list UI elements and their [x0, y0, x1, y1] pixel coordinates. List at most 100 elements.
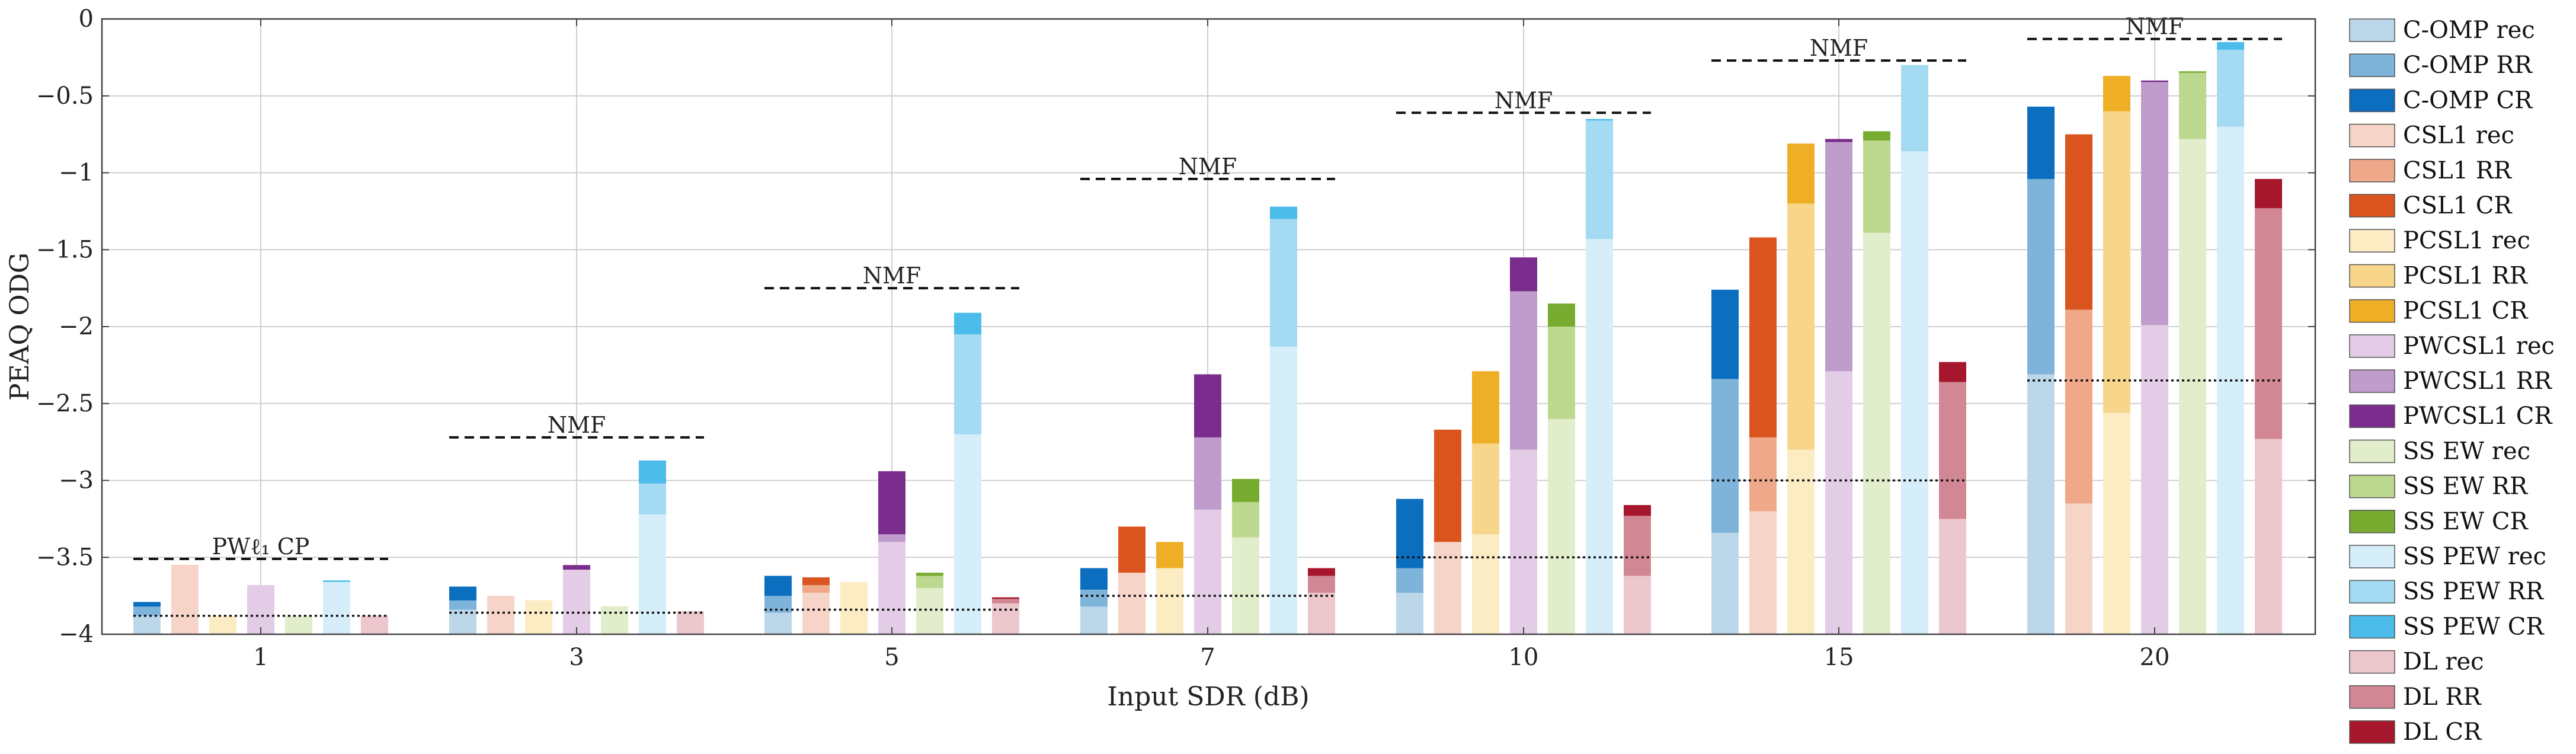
- reference-line-label: NMF: [1179, 154, 1237, 180]
- legend-swatch: [2349, 123, 2395, 148]
- legend-label: C-OMP rec: [2403, 17, 2535, 44]
- bar-pwcsl1-rec: [563, 570, 590, 634]
- y-tick-label: −0.5: [36, 82, 94, 110]
- bar-pwcsl1-rec: [247, 584, 274, 634]
- bar-pcsl1-rec: [1472, 534, 1499, 634]
- legend-label: CSL1 RR: [2403, 157, 2513, 184]
- bar-dl-rec: [1308, 592, 1335, 634]
- bar-pcsl1-rec: [1787, 449, 1815, 634]
- bar-dl-rec: [2255, 439, 2282, 634]
- bar-pwcsl1-rec: [1510, 449, 1537, 634]
- x-axis-label: Input SDR (dB): [1107, 682, 1309, 712]
- bar-ss-pew-rec: [323, 582, 350, 634]
- bar-dl-rec: [361, 615, 388, 634]
- reference-lines: PWℓ₁ CP NMF NMF NMF NMF NMF NMF: [133, 14, 2282, 617]
- bar-c-omp-rec: [2027, 374, 2055, 634]
- bar-csl1-rec: [487, 596, 514, 634]
- bar-ss-pew-rec: [954, 434, 981, 634]
- legend-label: C-OMP CR: [2403, 87, 2533, 114]
- legend-label: PWCSL1 RR: [2403, 368, 2553, 395]
- x-tick-label: 15: [1824, 644, 1854, 671]
- reference-line-label: NMF: [1810, 35, 1868, 61]
- bar-csl1-rec: [171, 565, 199, 634]
- x-tick-label: 10: [1509, 644, 1539, 671]
- reference-line-label: NMF: [2126, 14, 2184, 40]
- legend-swatch: [2349, 369, 2395, 393]
- legend-label: SS PEW RR: [2403, 578, 2545, 605]
- bar-pwcsl1-rec: [2141, 325, 2168, 634]
- x-tick-label: 7: [1200, 644, 1215, 671]
- bar-pwcsl1-rec: [878, 542, 905, 634]
- reference-line-label: NMF: [1495, 87, 1553, 113]
- reference-line-label: NMF: [548, 412, 606, 438]
- bar-csl1-rec: [1118, 573, 1145, 634]
- legend-label: PCSL1 RR: [2403, 262, 2529, 289]
- bar-pcsl1-rec: [1156, 568, 1183, 634]
- legend-swatch: [2349, 299, 2395, 323]
- reference-line-label: PWℓ₁ CP: [212, 533, 310, 560]
- legend-label: DL rec: [2403, 648, 2484, 676]
- bar-c-omp-rec: [133, 615, 161, 634]
- legend-label: DL CR: [2403, 718, 2482, 746]
- y-tick-label: −2: [59, 313, 94, 340]
- x-tick-label: 5: [884, 644, 899, 671]
- bar-ss-ew-rec: [2179, 139, 2206, 634]
- y-tick-label: 0: [79, 5, 94, 33]
- legend-swatch: [2349, 439, 2395, 464]
- legend: C-OMP rec C-OMP RR C-OMP CR CSL1 rec CSL1 RR…: [2349, 17, 2555, 746]
- legend-swatch: [2349, 650, 2395, 674]
- legend-label: SS EW CR: [2403, 508, 2529, 535]
- legend-label: CSL1 CR: [2403, 192, 2513, 219]
- bar-pcsl1-rec: [840, 582, 868, 634]
- bar-ss-pew-rec: [639, 514, 666, 634]
- bar-dl-rec: [1624, 576, 1651, 634]
- x-tick-label: 3: [569, 644, 584, 671]
- legend-label: C-OMP RR: [2403, 52, 2533, 79]
- bar-pcsl1-rec: [525, 600, 552, 634]
- legend-swatch: [2349, 720, 2395, 744]
- ticks: 0 −0.5 −1 −1.5 −2 −2.5 −3 −3.5 −4 1 3 5 7 10 15 20: [36, 5, 2315, 671]
- bar-ss-ew-rec: [1863, 232, 1890, 635]
- bar-ss-pew-rec: [1270, 346, 1297, 634]
- legend-swatch: [2349, 264, 2395, 288]
- bar-c-omp-rec: [764, 612, 792, 634]
- y-tick-label: −1.5: [36, 236, 94, 263]
- y-axis-label: PEAQ ODG: [5, 253, 35, 401]
- legend-label: SS EW RR: [2403, 473, 2529, 500]
- bar-dl-rec: [1939, 519, 1966, 634]
- y-tick-label: −4: [59, 621, 94, 648]
- bar-pcsl1-rec: [2103, 413, 2130, 634]
- legend-swatch: [2349, 88, 2395, 113]
- bars: [133, 41, 2282, 635]
- legend-label: SS PEW CR: [2403, 613, 2545, 640]
- legend-swatch: [2349, 18, 2395, 42]
- bar-c-omp-rec: [1396, 592, 1423, 634]
- legend-swatch: [2349, 545, 2395, 568]
- legend-label: DL RR: [2403, 683, 2482, 711]
- bar-c-omp-rec: [1711, 532, 1739, 634]
- legend-swatch: [2349, 474, 2395, 499]
- legend-swatch: [2349, 510, 2395, 533]
- bar-ss-ew-rec: [1232, 537, 1259, 634]
- legend-swatch: [2349, 615, 2395, 639]
- bar-dl-rec: [992, 603, 1019, 634]
- y-tick-label: −2.5: [36, 390, 94, 417]
- x-tick-label: 1: [253, 644, 268, 671]
- bar-ss-ew-rec: [916, 588, 943, 634]
- legend-swatch: [2349, 159, 2395, 183]
- bar-csl1-rec: [1434, 542, 1461, 634]
- legend-label: PCSL1 CR: [2403, 298, 2529, 325]
- legend-label: PWCSL1 rec: [2403, 333, 2555, 360]
- y-tick-label: −1: [59, 159, 94, 187]
- bar-pwcsl1-rec: [1825, 371, 1852, 634]
- legend-swatch: [2349, 194, 2395, 218]
- legend-label: SS EW rec: [2403, 437, 2530, 465]
- legend-label: PCSL1 rec: [2403, 227, 2530, 254]
- legend-swatch: [2349, 685, 2395, 709]
- legend-swatch: [2349, 53, 2395, 77]
- y-tick-label: −3.5: [36, 544, 94, 571]
- bar-csl1-rec: [1749, 511, 1777, 634]
- bar-ss-ew-rec: [285, 615, 312, 634]
